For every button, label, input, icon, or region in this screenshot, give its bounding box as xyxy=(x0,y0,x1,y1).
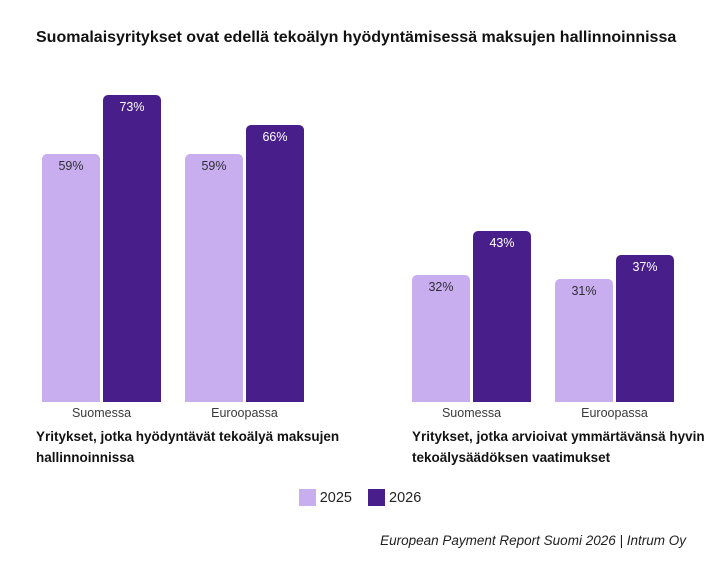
chart-ai-usage: 59% 73% Suomessa 59% 66% Euroopassa xyxy=(42,90,304,420)
x-axis-label-euroopassa: Euroopassa xyxy=(581,406,648,420)
chart-ai-act-understanding: 32% 43% Suomessa 31% 37% Euroopassa xyxy=(412,90,674,420)
bar-pair: 31% 37% xyxy=(555,90,674,402)
bar-value-label: 59% xyxy=(58,159,84,173)
page-title: Suomalaisyritykset ovat edellä tekoälyn … xyxy=(36,29,677,46)
bar-2026-euroopassa: 37% xyxy=(616,255,674,402)
legend-swatch-2026 xyxy=(368,489,385,506)
legend-item-2025: 2025 xyxy=(298,489,352,506)
legend-item-2026: 2026 xyxy=(368,489,421,506)
chart-ai-usage-plot: 59% 73% Suomessa 59% 66% Euroopassa xyxy=(42,90,304,420)
bar-2025-euroopassa: 31% xyxy=(555,279,613,402)
bar-2026-suomessa: 73% xyxy=(103,95,161,402)
chart-ai-act-understanding-plot: 32% 43% Suomessa 31% 37% Euroopassa xyxy=(412,90,674,420)
bar-group-euroopassa: 31% 37% Euroopassa xyxy=(555,90,674,420)
bar-group-suomessa: 32% 43% Suomessa xyxy=(412,90,531,420)
bar-value-label: 73% xyxy=(119,100,145,114)
bar-2025-suomessa: 32% xyxy=(412,275,470,402)
source-attribution: European Payment Report Suomi 2026 | Int… xyxy=(380,533,686,548)
chart-ai-act-understanding-caption: Yritykset, jotka arvioivat ymmärtävänsä … xyxy=(412,429,705,465)
legend-swatch-2025 xyxy=(298,489,316,506)
bar-value-label: 43% xyxy=(489,236,515,250)
bar-value-label: 66% xyxy=(262,130,288,144)
bar-pair: 32% 43% xyxy=(412,90,531,402)
legend-label-2025: 2025 xyxy=(319,489,352,506)
bar-group-suomessa: 59% 73% Suomessa xyxy=(42,90,161,420)
bar-group-euroopassa: 59% 66% Euroopassa xyxy=(185,90,304,420)
bar-value-label: 37% xyxy=(632,260,658,274)
chart-ai-usage-caption: Yritykset, jotka hyödyntävät tekoälyä ma… xyxy=(36,429,340,465)
bar-value-label: 32% xyxy=(428,280,454,294)
bar-value-label: 59% xyxy=(201,159,227,173)
legend: 2025 2026 xyxy=(0,489,720,506)
bar-2026-suomessa: 43% xyxy=(473,231,531,402)
bar-2025-euroopassa: 59% xyxy=(185,154,243,402)
x-axis-label-euroopassa: Euroopassa xyxy=(211,406,278,420)
bar-pair: 59% 73% xyxy=(42,90,161,402)
bar-value-label: 31% xyxy=(571,284,597,298)
bar-2026-euroopassa: 66% xyxy=(246,125,304,402)
bar-2025-suomessa: 59% xyxy=(42,154,100,402)
legend-label-2026: 2026 xyxy=(389,489,422,506)
x-axis-label-suomessa: Suomessa xyxy=(441,406,502,420)
x-axis-label-suomessa: Suomessa xyxy=(71,406,132,420)
bar-pair: 59% 66% xyxy=(185,90,304,402)
